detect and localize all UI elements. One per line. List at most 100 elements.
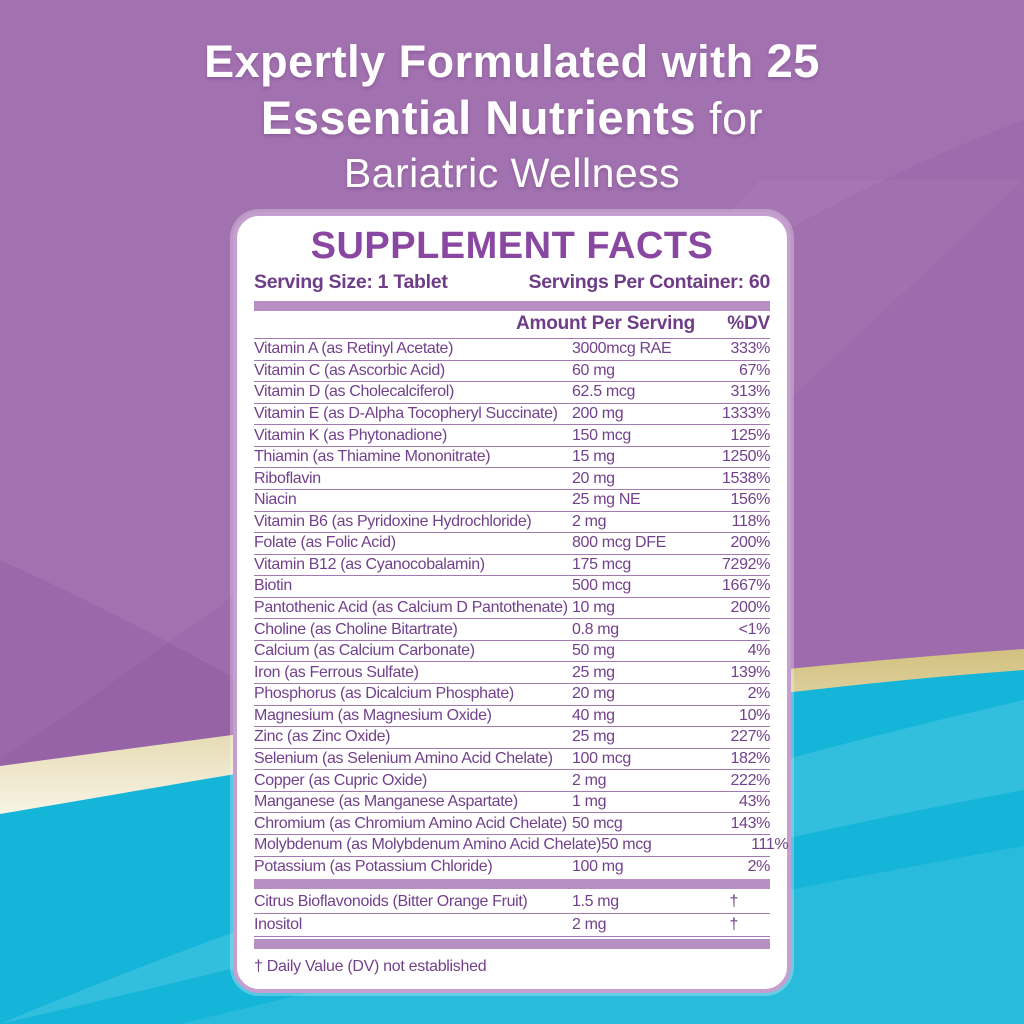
nutrient-name: Zinc (as Zinc Oxide) [254, 728, 391, 746]
nutrient-name: Magnesium (as Magnesium Oxide) [254, 706, 492, 724]
nutrient-name: Riboflavin [254, 469, 321, 487]
nutrient-dv: <1% [738, 620, 771, 638]
nutrient-dv: 4% [747, 642, 771, 660]
nutrient-row: Vitamin A (as Retinyl Acetate) 3000mcg RA… [254, 339, 770, 361]
nutrient-dv: 313% [730, 383, 770, 401]
nutrient-amount: 2 mg [572, 771, 607, 789]
nutrient-name: Vitamin B6 (as Pyridoxine Hydrochloride) [254, 512, 532, 530]
nutrient-name: Pantothenic Acid (as Calcium D Pantothen… [254, 599, 568, 617]
nutrient-dv: 43% [739, 793, 770, 811]
nutrient-dv: 1250% [722, 448, 771, 466]
nutrient-name: Citrus Bioflavonoids (Bitter Orange Frui… [254, 893, 528, 910]
nutrient-row: Vitamin B6 (as Pyridoxine Hydrochloride)… [254, 512, 770, 534]
nutrient-dv: 200% [730, 599, 770, 617]
nutrient-dv: 1333% [722, 404, 771, 422]
headline-line-3: Bariatric Wellness [343, 150, 681, 196]
nutrient-table: Vitamin A (as Retinyl Acetate) 3000mcg RA… [254, 339, 789, 878]
headline: Expertly Formulated with 25 Essential Nu… [0, 32, 1024, 200]
nutrient-row: Riboflavin 20 mg 1538% [254, 468, 770, 490]
nutrient-name: Copper (as Cupric Oxide) [254, 771, 427, 789]
nutrient-name: Niacin [254, 491, 297, 509]
nutrient-name: Potassium (as Potassium Chloride) [254, 857, 493, 875]
serving-info-row: Serving Size: 1 Tablet Servings Per Cont… [254, 271, 770, 294]
panel-title: SUPPLEMENT FACTS [310, 225, 714, 267]
nutrient-row: Iron (as Ferrous Sulfate) 25 mg 139% [254, 662, 770, 684]
other-nutrient-table: Citrus Bioflavonoids (Bitter Orange Frui… [254, 891, 770, 937]
nutrient-dv: 333% [730, 340, 770, 358]
nutrient-row: Molybdenum (as Molybdenum Amino Acid Che… [254, 835, 789, 857]
nutrient-name: Vitamin D (as Cholecalciferol) [254, 383, 454, 401]
nutrient-dv: † [729, 893, 738, 910]
nutrient-dv: 7292% [722, 555, 771, 573]
nutrient-row: Vitamin B12 (as Cyanocobalamin) 175 mcg 72… [254, 555, 770, 577]
nutrient-amount: 200 mg [572, 404, 624, 422]
nutrient-dv: 2% [747, 857, 771, 875]
amount-per-serving-header: Amount Per Serving [516, 313, 696, 334]
nutrient-name: Biotin [254, 577, 292, 595]
nutrient-name: Vitamin E (as D-Alpha Tocopheryl Succina… [254, 404, 558, 422]
nutrient-name: Phosphorus (as Dicalcium Phosphate) [254, 685, 514, 703]
headline-line2-text: for [696, 93, 764, 144]
nutrient-amount: 100 mcg [572, 749, 631, 767]
nutrient-row: Thiamin (as Thiamine Mononitrate) 15 mg 12… [254, 447, 770, 469]
nutrient-amount: 500 mcg [572, 577, 631, 595]
nutrient-amount: 3000mcg RAE [572, 340, 672, 358]
nutrient-dv: 111% [751, 836, 789, 854]
nutrient-row: Calcium (as Calcium Carbonate) 50 mg 4% [254, 641, 770, 663]
headline-nutrient-count: 25 [766, 34, 820, 87]
nutrient-dv: 2% [747, 685, 771, 703]
nutrient-amount: 150 mcg [572, 426, 631, 444]
nutrient-amount: 50 mg [572, 642, 615, 660]
supplement-facts-panel: SUPPLEMENT FACTS Serving Size: 1 Tablet … [233, 212, 791, 993]
nutrient-amount: 20 mg [572, 469, 615, 487]
nutrient-row: Niacin 25 mg NE 156% [254, 490, 770, 512]
nutrient-amount: 25 mg [572, 728, 615, 746]
nutrient-dv: 125% [730, 426, 770, 444]
nutrient-name: Calcium (as Calcium Carbonate) [254, 642, 475, 660]
nutrient-name: Folate (as Folic Acid) [254, 534, 396, 552]
nutrient-row: Copper (as Cupric Oxide) 2 mg 222% [254, 770, 770, 792]
nutrient-row: Citrus Bioflavonoids (Bitter Orange Frui… [254, 891, 770, 914]
divider-bar [254, 301, 770, 311]
nutrient-row: Chromium (as Chromium Amino Acid Chelate… [254, 813, 770, 835]
headline-line1-text: Expertly Formulated with [204, 36, 767, 87]
nutrient-name: Vitamin K (as Phytonadione) [254, 426, 448, 444]
nutrient-row: Vitamin D (as Cholecalciferol) 62.5 mcg 31… [254, 382, 770, 404]
nutrient-dv: 143% [730, 814, 770, 832]
nutrient-name: Selenium (as Selenium Amino Acid Chelate… [254, 749, 553, 767]
nutrient-amount: 10 mg [572, 599, 615, 617]
nutrient-amount: 20 mg [572, 685, 615, 703]
nutrient-dv: 182% [730, 749, 770, 767]
nutrient-amount: 25 mg [572, 663, 615, 681]
nutrient-amount: 2 mg [572, 512, 607, 530]
nutrient-amount: 40 mg [572, 706, 615, 724]
nutrient-row: Potassium (as Potassium Chloride) 100 mg 2… [254, 857, 770, 878]
nutrient-amount: 15 mg [572, 448, 615, 466]
nutrient-dv: † [729, 916, 738, 933]
nutrient-row: Phosphorus (as Dicalcium Phosphate) 20 mg… [254, 684, 770, 706]
nutrient-row: Vitamin C (as Ascorbic Acid) 60 mg 67% [254, 361, 770, 383]
nutrient-amount: 2 mg [572, 916, 607, 933]
nutrient-dv: 227% [730, 728, 770, 746]
nutrient-amount: 60 mg [572, 361, 615, 379]
dv-footnote: † Daily Value (DV) not established [254, 958, 487, 975]
nutrient-row: Magnesium (as Magnesium Oxide) 40 mg 10% [254, 706, 770, 728]
nutrient-name: Molybdenum (as Molybdenum Amino Acid Che… [254, 836, 602, 854]
servings-per-container: Servings Per Container: 60 [528, 271, 771, 293]
nutrient-row: Folate (as Folic Acid) 800 mcg DFE 200% [254, 533, 770, 555]
nutrient-dv: 139% [730, 663, 770, 681]
headline-essential-nutrients: Essential Nutrients [260, 91, 697, 144]
divider-bar [254, 939, 770, 949]
nutrient-name: Chromium (as Chromium Amino Acid Chelate… [254, 814, 567, 832]
nutrient-amount: 100 mg [572, 857, 624, 875]
nutrient-row: Selenium (as Selenium Amino Acid Chelate… [254, 749, 770, 771]
nutrient-row: Pantothenic Acid (as Calcium D Pantothen… [254, 598, 770, 620]
nutrient-amount: 25 mg NE [572, 491, 641, 509]
nutrient-row: Inositol 2 mg † [254, 914, 770, 937]
nutrient-row: Vitamin E (as D-Alpha Tocopheryl Succina… [254, 404, 770, 426]
nutrient-row: Manganese (as Manganese Aspartate) 1 mg 43… [254, 792, 770, 814]
nutrient-amount: 1 mg [572, 793, 607, 811]
nutrient-name: Choline (as Choline Bitartrate) [254, 620, 458, 638]
nutrient-name: Manganese (as Manganese Aspartate) [254, 793, 518, 811]
